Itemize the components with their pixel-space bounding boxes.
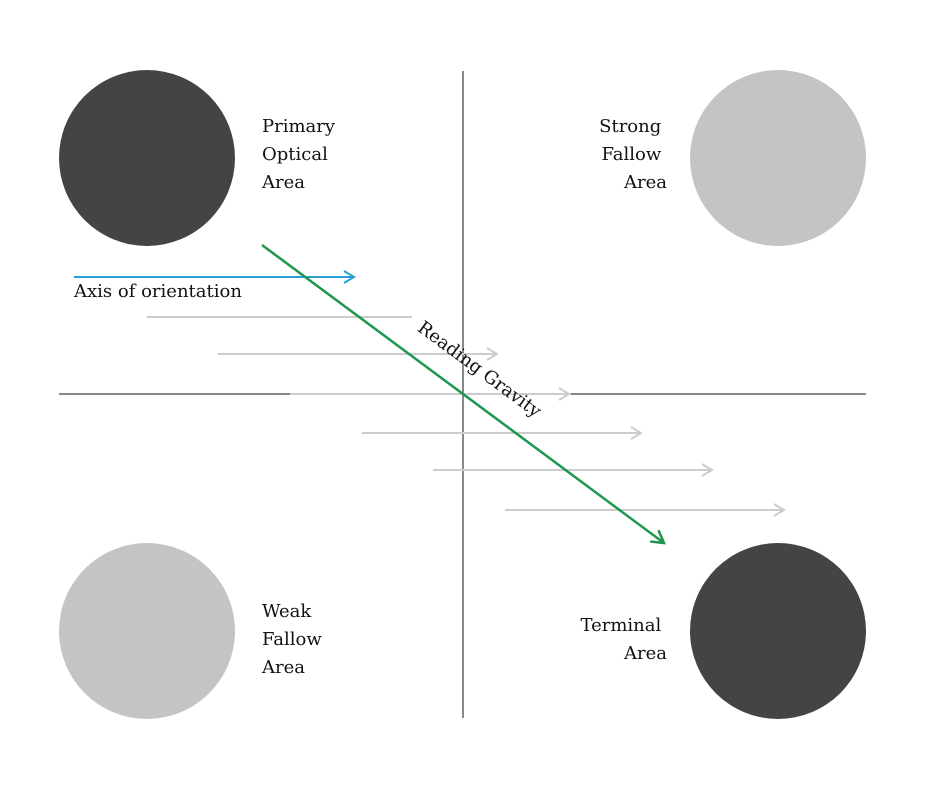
axis-of-orientation-label: Axis of orientation xyxy=(73,281,242,302)
label-line: Fallow xyxy=(602,144,662,165)
label-line: Optical xyxy=(262,144,328,165)
label-line: Strong xyxy=(599,116,661,137)
label-line: Weak xyxy=(262,601,312,622)
reading-gravity-arrow xyxy=(261,243,664,543)
weak-fallow-area-label: Weak Fallow Area xyxy=(261,601,328,678)
primary-optical-area-circle xyxy=(59,70,235,246)
primary-optical-area-label: Primary Optical Area xyxy=(261,116,341,193)
strong-fallow-area-circle xyxy=(690,70,866,246)
label-line: Area xyxy=(623,172,667,193)
weak-fallow-area-circle xyxy=(59,543,235,719)
label-line: Terminal xyxy=(580,615,661,636)
label-line: Area xyxy=(623,643,667,664)
terminal-area-circle xyxy=(690,543,866,719)
terminal-area-label: Terminal Area xyxy=(580,615,667,664)
label-line: Area xyxy=(261,172,305,193)
label-line: Area xyxy=(261,657,305,678)
strong-fallow-area-label: Strong Fallow Area xyxy=(599,116,667,193)
label-line: Fallow xyxy=(262,629,322,650)
reading-lines xyxy=(147,316,786,517)
label-line: Primary xyxy=(262,116,336,137)
